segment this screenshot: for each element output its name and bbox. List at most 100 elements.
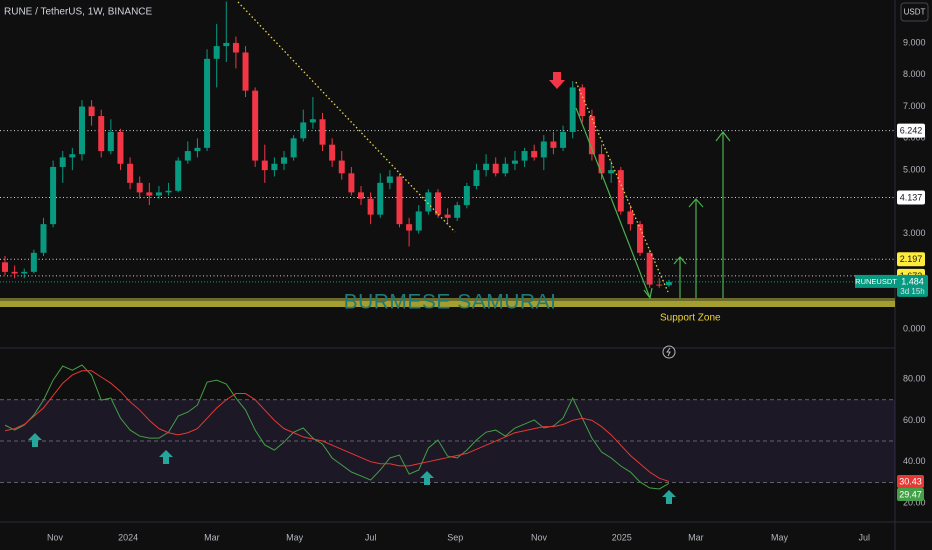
candle-body bbox=[531, 151, 538, 158]
candle-body bbox=[252, 90, 259, 161]
candle-body bbox=[281, 157, 288, 164]
last-price-box bbox=[897, 274, 928, 297]
candle-body bbox=[11, 271, 18, 274]
label-layer: Nov 2024 Mar May Jul Sep Nov 2025 Mar May Jul 0.000… bbox=[47, 37, 928, 542]
currency-button[interactable] bbox=[900, 2, 929, 22]
x-tick-label: 2024 bbox=[118, 532, 138, 542]
target-arrow bbox=[673, 256, 687, 298]
candle-body bbox=[444, 214, 451, 218]
level-label: 2.197 bbox=[900, 254, 923, 264]
candle-body bbox=[78, 106, 85, 155]
x-tick-label: Jul bbox=[365, 532, 377, 542]
candle-body bbox=[165, 190, 172, 193]
candle-body bbox=[300, 122, 307, 139]
x-tick-label: Nov bbox=[531, 532, 548, 542]
candle-body bbox=[492, 163, 499, 174]
candle-body bbox=[386, 176, 393, 183]
up-arrow-marker bbox=[28, 433, 42, 447]
candle-body bbox=[540, 141, 547, 158]
candle-body bbox=[59, 157, 66, 167]
y-tick-label: 40.00 bbox=[903, 456, 926, 466]
candle-body bbox=[338, 160, 345, 174]
candle-body bbox=[425, 192, 432, 212]
candle-body bbox=[117, 131, 124, 164]
candle-body bbox=[2, 262, 9, 272]
support-zone-top bbox=[0, 298, 895, 301]
candle-body bbox=[261, 160, 268, 171]
level-label: 4.137 bbox=[900, 192, 923, 202]
candle-body bbox=[175, 160, 182, 191]
level-label-box bbox=[897, 123, 925, 138]
y-tick-label: 3.000 bbox=[903, 228, 926, 238]
watermark: BURMESE SAMURAI bbox=[344, 291, 557, 314]
candle-body bbox=[194, 147, 201, 152]
candle-body bbox=[107, 131, 114, 152]
level-label-box bbox=[897, 190, 925, 205]
candle-body bbox=[184, 151, 191, 161]
candle-body bbox=[309, 119, 316, 123]
target-arrows bbox=[673, 131, 731, 298]
candle-body bbox=[358, 192, 365, 199]
candle-body bbox=[290, 138, 297, 158]
level-label-box bbox=[897, 252, 925, 267]
countdown-label: 3d 15h bbox=[900, 287, 924, 296]
alert-icon[interactable] bbox=[662, 345, 676, 359]
candle-body bbox=[646, 252, 653, 285]
candle-body bbox=[146, 192, 153, 196]
candle-body bbox=[588, 116, 595, 155]
y-tick-label: 8.000 bbox=[903, 69, 926, 79]
candle-body bbox=[406, 224, 413, 231]
y-tick-label: 7.000 bbox=[903, 101, 926, 111]
candle-body bbox=[88, 106, 95, 117]
rsi-value-box bbox=[897, 487, 924, 501]
candle-body bbox=[377, 182, 384, 215]
candle-body bbox=[329, 144, 336, 161]
rsi-line bbox=[4, 364, 670, 490]
y-tick-label: 20.00 bbox=[903, 497, 926, 507]
candle-body bbox=[434, 192, 441, 215]
x-tick-label: May bbox=[771, 532, 789, 542]
candle-body bbox=[521, 151, 528, 161]
candle-body bbox=[21, 271, 28, 274]
candle-body bbox=[136, 182, 143, 193]
support-zone-label: Support Zone bbox=[660, 313, 721, 324]
alert-icon-bolt bbox=[666, 347, 671, 357]
candle-body bbox=[637, 224, 644, 253]
y-tick-label: 5.000 bbox=[903, 164, 926, 174]
candle-body bbox=[511, 160, 518, 164]
drop-line bbox=[575, 107, 651, 299]
x-tick-label: Sep bbox=[447, 532, 463, 542]
y-tick-label: 80.00 bbox=[903, 373, 926, 383]
rsi-value-box bbox=[897, 474, 924, 488]
up-arrow-marker bbox=[420, 471, 434, 485]
x-tick-label: Mar bbox=[204, 532, 220, 542]
candle-body bbox=[69, 154, 76, 158]
rsi-value-label: 29.47 bbox=[899, 489, 922, 499]
y-tick-label: 0.000 bbox=[903, 323, 926, 333]
candle-body bbox=[319, 119, 326, 145]
x-tick-label: Nov bbox=[47, 532, 64, 542]
candle-body bbox=[454, 205, 461, 218]
candle-body bbox=[213, 46, 220, 59]
candle-body bbox=[560, 131, 567, 148]
rsi-up-markers bbox=[28, 433, 676, 504]
candle-body bbox=[463, 186, 470, 206]
x-tick-label: 2025 bbox=[612, 532, 632, 542]
candle-body bbox=[127, 163, 134, 183]
candle-body bbox=[271, 163, 278, 171]
candle-body bbox=[579, 87, 586, 117]
x-tick-label: Mar bbox=[688, 532, 704, 542]
candle-body bbox=[155, 192, 162, 196]
candle-body bbox=[40, 224, 47, 253]
candle-body bbox=[348, 173, 355, 193]
candle-body bbox=[98, 116, 105, 152]
target-arrow bbox=[688, 198, 704, 298]
up-arrow-marker bbox=[159, 450, 173, 464]
x-tick-label: Jul bbox=[858, 532, 870, 542]
symbol-title: RUNE / TetherUS, 1W, BINANCE bbox=[4, 7, 153, 18]
currency-label: USDT bbox=[904, 8, 926, 17]
candle-body bbox=[608, 170, 615, 174]
candle-body bbox=[656, 284, 663, 286]
candle-body bbox=[502, 163, 509, 174]
